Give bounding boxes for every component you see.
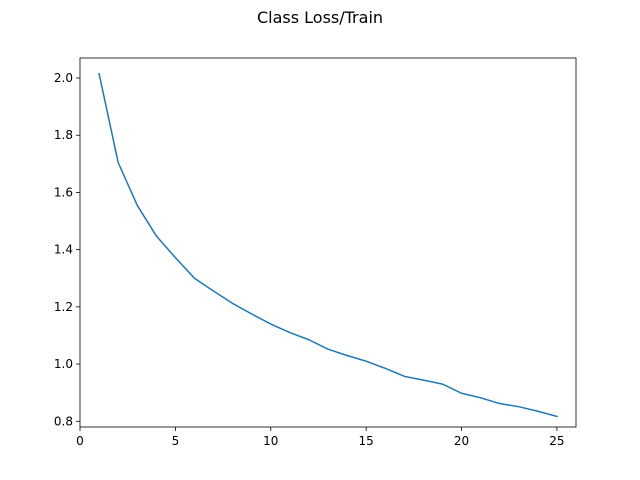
- x-tick-label: 5: [172, 434, 180, 448]
- series-line: [98, 72, 558, 418]
- y-tick-label: 1.2: [54, 300, 73, 314]
- plot-area: 0 5 10 15 20 25 0.8 1.0 1.2 1.4 1.6 1.8 2.0: [54, 57, 577, 448]
- x-tick-label: 10: [263, 434, 278, 448]
- y-tick-label: 1.4: [54, 243, 73, 257]
- y-tick-label: 1.6: [54, 185, 73, 199]
- axes-frame: [79, 57, 577, 428]
- x-tick-label: 15: [359, 434, 374, 448]
- y-tick-label: 2.0: [54, 71, 73, 85]
- y-tick-label: 1.0: [54, 357, 73, 371]
- x-tick-label: 20: [454, 434, 469, 448]
- x-tick-label: 0: [76, 434, 84, 448]
- y-tick-label: 0.8: [54, 414, 73, 428]
- y-tick-label: 1.8: [54, 128, 73, 142]
- chart-title: Class Loss/Train: [257, 8, 383, 27]
- x-tick-label: 25: [549, 434, 564, 448]
